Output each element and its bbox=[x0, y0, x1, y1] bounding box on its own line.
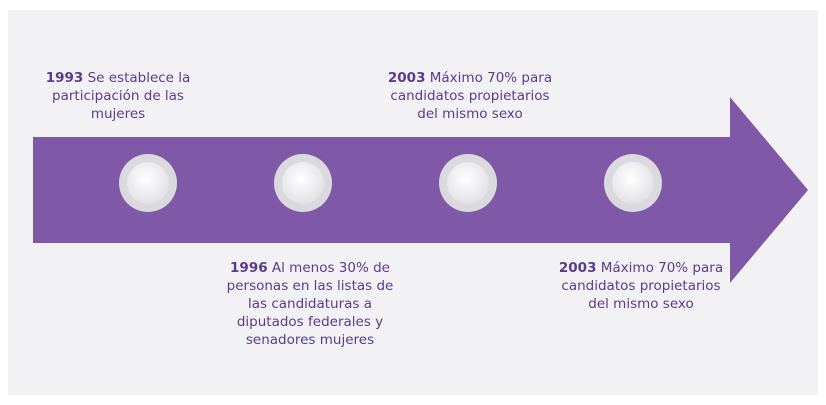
circle bbox=[604, 154, 662, 212]
event-text: Máximo 70% para candidatos propietarios … bbox=[390, 70, 553, 122]
circle bbox=[439, 154, 497, 212]
circle bbox=[274, 154, 332, 212]
event-year: 2003 bbox=[387, 70, 426, 86]
event: 2003 Máximo 70% para candidatos propieta… bbox=[553, 259, 729, 313]
event-year: 2003 bbox=[558, 260, 597, 276]
circle bbox=[119, 154, 177, 212]
event-text: Se establece la participación de las muj… bbox=[52, 70, 191, 122]
event: 1996 Al menos 30% de personas en las lis… bbox=[222, 259, 398, 349]
event-year: 1993 bbox=[45, 70, 84, 86]
event-text: Al menos 30% de personas en las listas d… bbox=[226, 260, 394, 348]
milestone-circles bbox=[119, 154, 662, 212]
event: 1993 Se establece la participación de la… bbox=[30, 69, 206, 123]
event-text: Máximo 70% para candidatos propietarios … bbox=[561, 260, 724, 312]
event: 2003 Máximo 70% para candidatos propieta… bbox=[382, 69, 558, 123]
arrow bbox=[33, 97, 808, 283]
event-year: 1996 bbox=[230, 260, 268, 276]
